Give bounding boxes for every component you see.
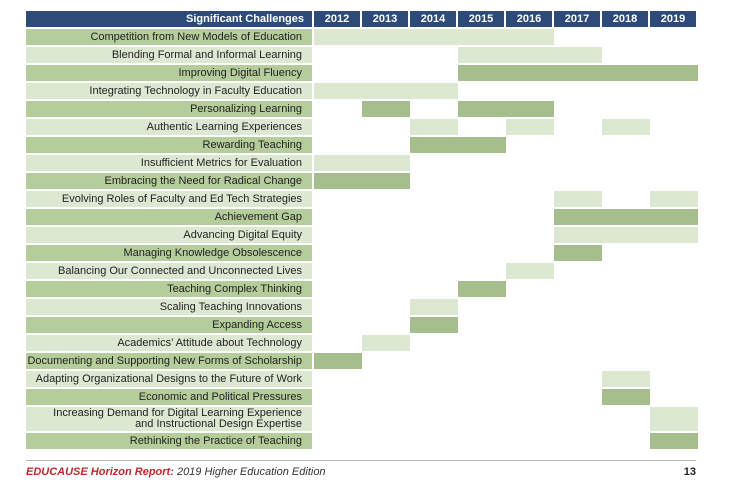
year-cell-2015 — [458, 101, 506, 117]
footer-brand: EDUCAUSE Horizon Report: — [26, 466, 174, 478]
challenge-label: Evolving Roles of Faculty and Ed Tech St… — [26, 191, 312, 207]
footer-divider — [26, 460, 696, 461]
year-cell-2015 — [458, 281, 506, 297]
year-cell-2019 — [650, 227, 698, 243]
year-header-2017: 2017 — [554, 11, 600, 27]
year-cell-2018 — [602, 227, 650, 243]
year-cell-2017 — [554, 209, 602, 225]
year-cell-2012 — [314, 173, 362, 189]
challenge-label: Competition from New Models of Education — [26, 29, 312, 45]
year-cell-2016 — [506, 101, 554, 117]
year-cell-2016 — [506, 65, 554, 81]
challenge-label: Embracing the Need for Radical Change — [26, 173, 312, 189]
year-cell-2014 — [410, 83, 458, 99]
year-cell-2018 — [602, 65, 650, 81]
challenge-label: Scaling Teaching Innovations — [26, 299, 312, 315]
header-label: Significant Challenges — [26, 11, 312, 27]
year-cell-2016 — [506, 47, 554, 63]
year-header-2012: 2012 — [314, 11, 360, 27]
challenge-label: Expanding Access — [26, 317, 312, 333]
challenge-label: Managing Knowledge Obsolescence — [26, 245, 312, 261]
year-cell-2016 — [506, 29, 554, 45]
challenge-label: Integrating Technology in Faculty Educat… — [26, 83, 312, 99]
year-cell-2018 — [602, 371, 650, 387]
year-cell-2017 — [554, 191, 602, 207]
challenge-label: Achievement Gap — [26, 209, 312, 225]
year-cell-2018 — [602, 389, 650, 405]
footer-edition: 2019 Higher Education Edition — [173, 466, 326, 478]
challenge-label: Insufficient Metrics for Evaluation — [26, 155, 312, 171]
year-cell-2019 — [650, 191, 698, 207]
year-cell-2015 — [458, 65, 506, 81]
year-header-2016: 2016 — [506, 11, 552, 27]
year-header-2018: 2018 — [602, 11, 648, 27]
challenge-label: Blending Formal and Informal Learning — [26, 47, 312, 63]
year-cell-2017 — [554, 227, 602, 243]
year-cell-2014 — [410, 119, 458, 135]
year-header-2019: 2019 — [650, 11, 696, 27]
year-cell-2013 — [362, 29, 410, 45]
year-cell-2019 — [650, 209, 698, 225]
year-cell-2017 — [554, 245, 602, 261]
year-cell-2013 — [362, 173, 410, 189]
year-cell-2012 — [314, 353, 362, 369]
year-cell-2018 — [602, 119, 650, 135]
challenge-label: Authentic Learning Experiences — [26, 119, 312, 135]
year-cell-2017 — [554, 47, 602, 63]
year-header-2015: 2015 — [458, 11, 504, 27]
year-cell-2012 — [314, 155, 362, 171]
challenge-label: Rethinking the Practice of Teaching — [26, 433, 312, 449]
year-cell-2015 — [458, 137, 506, 153]
year-cell-2015 — [458, 29, 506, 45]
year-cell-2012 — [314, 83, 362, 99]
challenge-label: Rewarding Teaching — [26, 137, 312, 153]
challenge-label: Improving Digital Fluency — [26, 65, 312, 81]
year-cell-2016 — [506, 119, 554, 135]
challenge-label: Advancing Digital Equity — [26, 227, 312, 243]
year-cell-2018 — [602, 209, 650, 225]
year-cell-2013 — [362, 101, 410, 117]
year-cell-2014 — [410, 29, 458, 45]
challenge-label: Teaching Complex Thinking — [26, 281, 312, 297]
year-cell-2014 — [410, 317, 458, 333]
year-cell-2013 — [362, 335, 410, 351]
year-cell-2019 — [650, 65, 698, 81]
year-cell-2019 — [650, 407, 698, 431]
challenge-label: Balancing Our Connected and Unconnected … — [26, 263, 312, 279]
year-cell-2012 — [314, 29, 362, 45]
year-cell-2013 — [362, 155, 410, 171]
year-cell-2016 — [506, 263, 554, 279]
year-cell-2014 — [410, 299, 458, 315]
year-header-2014: 2014 — [410, 11, 456, 27]
challenge-label: Adapting Organizational Designs to the F… — [26, 371, 312, 387]
challenge-label: Economic and Political Pressures — [26, 389, 312, 405]
year-cell-2014 — [410, 137, 458, 153]
challenge-label: Increasing Demand for Digital Learning E… — [26, 407, 312, 431]
challenge-label: Documenting and Supporting New Forms of … — [26, 353, 312, 369]
page-number: 13 — [683, 466, 696, 478]
challenge-label: Personalizing Learning — [26, 101, 312, 117]
footer-title: EDUCAUSE Horizon Report: 2019 Higher Edu… — [26, 466, 326, 478]
year-cell-2017 — [554, 65, 602, 81]
challenge-label: Academics’ Attitude about Technology — [26, 335, 312, 351]
year-cell-2015 — [458, 47, 506, 63]
year-cell-2013 — [362, 83, 410, 99]
year-cell-2019 — [650, 433, 698, 449]
year-header-2013: 2013 — [362, 11, 408, 27]
